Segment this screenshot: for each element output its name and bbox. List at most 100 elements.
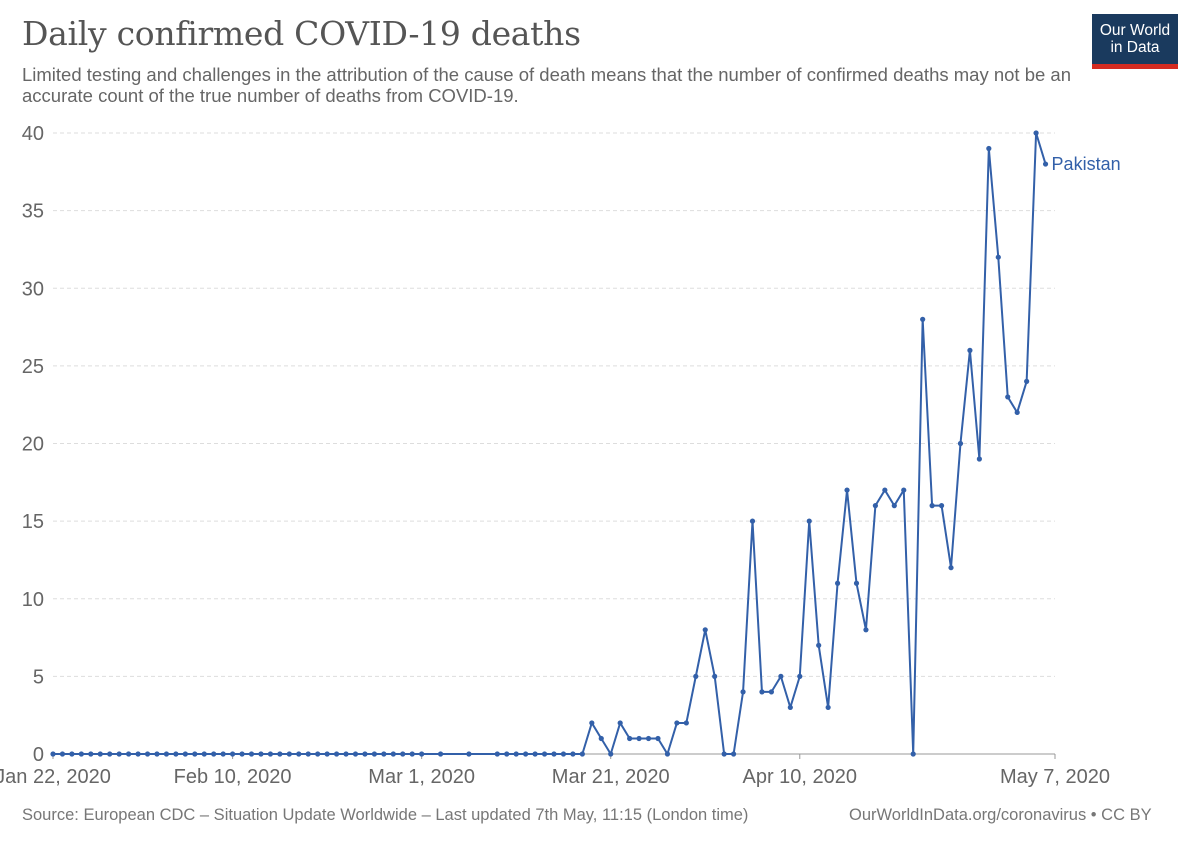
data-point[interactable]: [674, 720, 680, 726]
data-point[interactable]: [286, 751, 292, 757]
site-link[interactable]: OurWorldInData.org/coronavirus • CC BY: [849, 806, 1152, 824]
data-point[interactable]: [541, 751, 548, 757]
data-point[interactable]: [192, 751, 198, 757]
data-point[interactable]: [211, 751, 217, 757]
data-point[interactable]: [976, 456, 982, 462]
data-point[interactable]: [69, 751, 75, 757]
data-point[interactable]: [655, 735, 661, 742]
data-point[interactable]: [400, 751, 406, 757]
data-point[interactable]: [938, 503, 945, 509]
data-point[interactable]: [315, 751, 321, 757]
data-point[interactable]: [381, 751, 387, 757]
data-point[interactable]: [957, 440, 964, 447]
data-point[interactable]: [872, 503, 878, 509]
data-point[interactable]: [844, 487, 850, 493]
data-point[interactable]: [494, 751, 500, 757]
data-point[interactable]: [267, 751, 274, 757]
data-point[interactable]: [1033, 130, 1039, 136]
data-point[interactable]: [1042, 161, 1049, 167]
data-point[interactable]: [1014, 409, 1020, 416]
data-point[interactable]: [863, 627, 869, 633]
data-point[interactable]: [778, 673, 784, 679]
data-point[interactable]: [333, 751, 340, 757]
data-point[interactable]: [116, 751, 122, 757]
data-point[interactable]: [277, 751, 283, 757]
data-point[interactable]: [239, 751, 245, 757]
data-point[interactable]: [806, 518, 812, 524]
data-point[interactable]: [560, 751, 567, 757]
data-point[interactable]: [759, 689, 765, 695]
data-point[interactable]: [948, 565, 954, 571]
data-point[interactable]: [825, 704, 831, 711]
data-point[interactable]: [995, 254, 1001, 260]
data-point[interactable]: [929, 503, 935, 509]
data-point[interactable]: [248, 751, 255, 757]
data-point[interactable]: [97, 751, 103, 757]
data-point[interactable]: [816, 642, 822, 648]
data-point[interactable]: [343, 751, 349, 757]
series-layer[interactable]: Pakistan: [50, 130, 1121, 757]
data-point[interactable]: [409, 751, 415, 757]
data-point[interactable]: [901, 487, 907, 493]
data-point[interactable]: [201, 751, 207, 757]
data-point[interactable]: [258, 751, 264, 757]
data-point[interactable]: [419, 751, 425, 757]
data-point[interactable]: [598, 735, 604, 742]
owid-logo[interactable]: Our World in Data: [1092, 14, 1178, 69]
data-point[interactable]: [882, 487, 888, 493]
data-point[interactable]: [1005, 394, 1011, 400]
data-point[interactable]: [797, 673, 803, 679]
data-point[interactable]: [891, 503, 897, 509]
data-point[interactable]: [50, 751, 56, 757]
data-point[interactable]: [135, 751, 141, 757]
data-point[interactable]: [693, 673, 699, 679]
data-point[interactable]: [305, 751, 311, 757]
data-point[interactable]: [173, 751, 179, 757]
data-point[interactable]: [920, 316, 926, 322]
data-point[interactable]: [154, 751, 160, 757]
data-point[interactable]: [768, 689, 775, 695]
data-point[interactable]: [88, 751, 94, 757]
data-point[interactable]: [390, 751, 396, 757]
data-point[interactable]: [749, 518, 756, 524]
data-point[interactable]: [740, 689, 746, 695]
data-point[interactable]: [787, 704, 793, 711]
data-point[interactable]: [107, 751, 113, 757]
data-point[interactable]: [362, 751, 368, 757]
data-point[interactable]: [986, 145, 992, 152]
data-point[interactable]: [532, 751, 538, 757]
data-point[interactable]: [617, 720, 623, 726]
data-point[interactable]: [220, 751, 226, 757]
data-point[interactable]: [78, 751, 84, 757]
data-point[interactable]: [627, 735, 633, 742]
data-point[interactable]: [636, 735, 642, 742]
data-point[interactable]: [702, 627, 708, 633]
data-point[interactable]: [523, 751, 529, 757]
data-point[interactable]: [352, 751, 359, 757]
data-point[interactable]: [683, 720, 689, 726]
data-point[interactable]: [59, 751, 66, 757]
data-point[interactable]: [163, 751, 170, 757]
data-point[interactable]: [551, 751, 557, 757]
data-point[interactable]: [664, 751, 671, 757]
data-point[interactable]: [853, 580, 860, 586]
data-point[interactable]: [513, 751, 519, 757]
data-point[interactable]: [570, 751, 576, 757]
data-point[interactable]: [437, 751, 444, 757]
data-point[interactable]: [371, 751, 377, 757]
data-point[interactable]: [712, 673, 718, 679]
data-point[interactable]: [144, 751, 151, 757]
data-point[interactable]: [126, 751, 132, 757]
data-point[interactable]: [579, 751, 585, 757]
data-point[interactable]: [504, 751, 510, 757]
data-point[interactable]: [466, 751, 472, 757]
data-point[interactable]: [834, 580, 841, 586]
data-point[interactable]: [910, 751, 916, 757]
data-point[interactable]: [721, 751, 727, 757]
data-point[interactable]: [230, 751, 236, 757]
data-point[interactable]: [608, 751, 614, 757]
data-point[interactable]: [645, 735, 652, 742]
data-point[interactable]: [1024, 378, 1030, 384]
data-point[interactable]: [731, 751, 737, 757]
data-point[interactable]: [324, 751, 330, 757]
